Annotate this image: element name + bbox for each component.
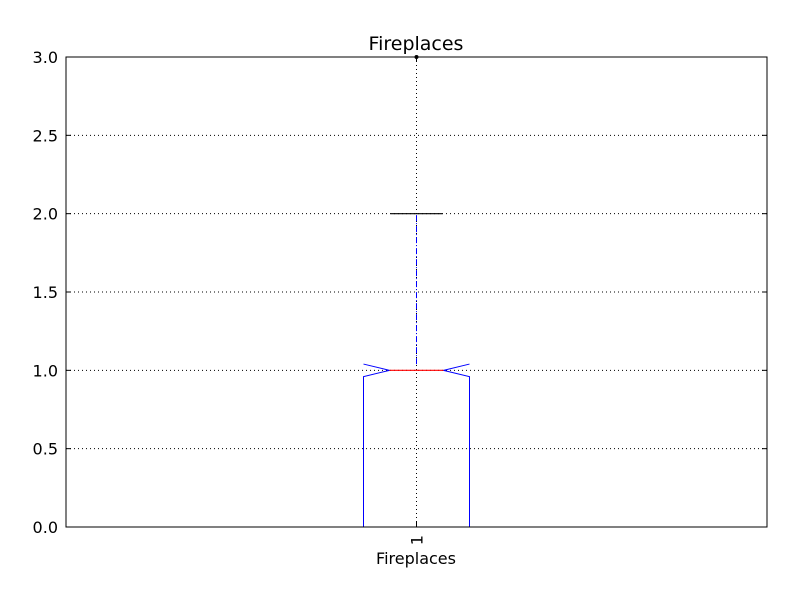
y-tick-label: 0.0 xyxy=(33,518,58,537)
y-tick-label: 2.0 xyxy=(33,205,58,224)
x-axis-label: Fireplaces xyxy=(376,549,456,568)
chart-title: Fireplaces xyxy=(369,33,464,55)
grid-lines xyxy=(66,57,767,527)
x-axis: 1 xyxy=(408,57,427,545)
y-tick-label: 0.5 xyxy=(33,440,58,459)
y-tick-label: 2.5 xyxy=(33,126,58,145)
plot-area-frame xyxy=(65,56,768,528)
y-tick-label: 3.0 xyxy=(33,48,58,67)
y-tick-label: 1.5 xyxy=(33,283,58,302)
x-tick-label: 1 xyxy=(408,535,427,545)
y-axis: 0.0 0.5 1.0 1.5 2.0 2.5 3.0 xyxy=(33,48,767,537)
y-tick-label: 1.0 xyxy=(33,361,58,380)
